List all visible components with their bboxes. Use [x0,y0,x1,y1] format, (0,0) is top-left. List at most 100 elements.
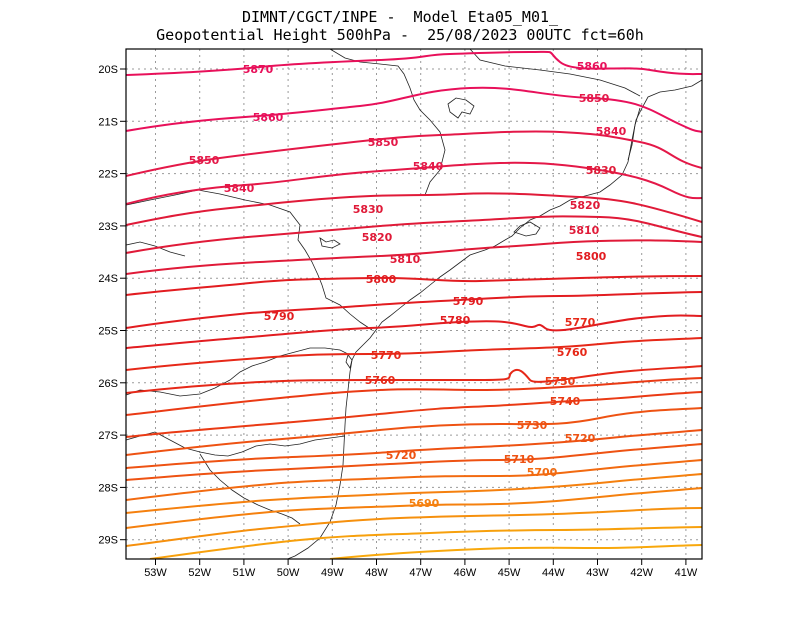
contour-label: 5820 [362,231,393,244]
lat-tick-label: 24S [98,273,118,285]
lon-tick-label: 50W [277,567,300,579]
contour-label: 5740 [550,395,581,408]
contour-label: 5790 [264,310,295,323]
contour-5730 [126,407,702,456]
contour-label: 5710 [504,453,535,466]
contour-label: 5800 [366,273,397,286]
contour-label: 5830 [353,203,384,216]
contour-label: 5720 [565,432,596,445]
state-border-ms-sp [126,241,186,257]
latitude-axis: 20S 21S 22S 23S 24S 25S 26S 27S 28S 29S [98,64,118,547]
lat-tick-label: 27S [98,430,118,442]
contour-5700 [126,459,702,501]
lat-tick-label: 28S [98,482,118,494]
contour-label: 5690 [409,497,440,510]
contour-5740 [126,391,702,438]
contour-5690 [126,473,702,514]
contour-5850 [126,130,702,177]
lon-tick-label: 48W [365,567,388,579]
lon-tick-label: 46W [454,567,477,579]
longitude-axis: 53W 52W 51W 50W 49W 48W 47W 46W 45W 44W 43W 42W 41W [144,567,698,579]
coastline-and-borders [126,49,702,559]
lon-tick-label: 52W [188,567,211,579]
state-border-mg-rj [329,49,446,196]
contour-5670 [126,507,702,547]
contour-label: 5840 [596,125,627,138]
contour-5790 [126,291,702,329]
state-border-rj-es [627,107,641,161]
contour-label: 5780 [440,314,471,327]
contour-5650 [329,544,702,559]
contour-label: 5830 [586,164,617,177]
lon-tick-label: 51W [233,567,256,579]
contour-label: 5860 [577,60,608,73]
lon-tick-label: 43W [586,567,609,579]
contour-label: 5850 [368,136,399,149]
contour-label: 5700 [527,466,558,479]
contour-label: 5790 [453,295,484,308]
contour-5680 [126,487,702,529]
contour-label: 5760 [365,374,396,387]
lat-tick-label: 20S [98,64,118,76]
lat-tick-label: 26S [98,378,118,390]
lagoon-rj [513,221,541,237]
lat-tick-label: 23S [98,221,118,233]
coastline [286,79,702,559]
contour-5760 [126,365,702,394]
map-frame [125,48,703,560]
lat-tick-label: 25S [98,326,118,338]
contour-5820 [126,215,702,254]
state-border-mg-es [469,49,641,97]
contour-5770 [126,337,702,371]
contour-label: 5860 [253,111,284,124]
state-border-sp-pr [126,347,351,397]
island-sc [345,354,353,369]
contour-label: 5770 [565,316,596,329]
contour-label: 5820 [570,199,601,212]
map-title-line-2: Geopotential Height 500hPa - 25/08/2023 … [156,26,644,44]
lon-tick-label: 44W [542,567,565,579]
map-title-line-1: DIMNT/CGCT/INPE - Model Eta05_M01_ [241,8,559,26]
contour-label: 5840 [224,182,255,195]
contour-label: 5770 [371,349,402,362]
bay-rj [319,237,341,249]
contour-5830 [126,192,702,226]
contour-label: 5850 [579,92,610,105]
contour-5870 [126,50,702,76]
contour-5660 [149,526,702,559]
contour-label: 5810 [390,253,421,266]
contour-5710 [126,443,702,481]
contour-label: 5810 [569,224,600,237]
lon-tick-label: 42W [630,567,653,579]
lon-tick-label: 53W [144,567,167,579]
contour-label: 5840 [413,160,444,173]
contour-label: 5850 [189,154,220,167]
contour-label: 5720 [386,449,417,462]
lon-tick-label: 47W [409,567,432,579]
lon-tick-label: 41W [675,567,698,579]
contour-label: 5730 [517,419,548,432]
contour-5750 [126,377,702,416]
axis-ticks [120,68,687,565]
lat-tick-label: 29S [98,535,118,547]
contour-5720 [126,429,702,469]
lat-tick-label: 22S [98,169,118,181]
contour-label: 5800 [576,250,607,263]
lon-tick-label: 45W [498,567,521,579]
contour-5810 [126,239,702,275]
contour-5800 [126,275,702,296]
state-border-mg-sp [126,189,373,331]
contour-label: 5750 [545,375,576,388]
state-border-pr-sc [126,431,346,457]
contour-5840 [126,161,702,205]
contour-label: 5870 [243,63,274,76]
contour-5860 [126,86,702,133]
contour-label: 5760 [557,346,588,359]
geopotential-contours [126,50,702,559]
contour-5780 [126,314,702,349]
lon-tick-label: 49W [321,567,344,579]
contour-labels: 5870 5860 5860 5850 5850 5850 5840 5840 … [189,60,627,510]
lagoon-es [447,97,475,119]
lat-tick-label: 21S [98,116,118,128]
